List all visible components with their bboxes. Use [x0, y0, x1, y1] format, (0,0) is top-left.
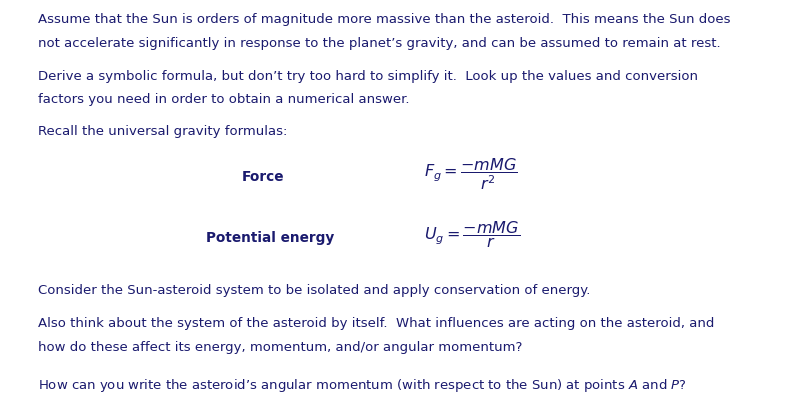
- Text: Recall the universal gravity formulas:: Recall the universal gravity formulas:: [38, 125, 287, 138]
- Text: how do these affect its energy, momentum, and/or angular momentum?: how do these affect its energy, momentum…: [38, 340, 523, 353]
- Text: Consider the Sun-asteroid system to be isolated and apply conservation of energy: Consider the Sun-asteroid system to be i…: [38, 284, 590, 296]
- Text: Also think about the system of the asteroid by itself.  What influences are acti: Also think about the system of the aster…: [38, 317, 714, 330]
- Text: $U_g = \dfrac{-mMG}{r}$: $U_g = \dfrac{-mMG}{r}$: [424, 219, 520, 249]
- Text: Derive a symbolic formula, but don’t try too hard to simplify it.  Look up the v: Derive a symbolic formula, but don’t try…: [38, 70, 698, 83]
- Text: $F_g = \dfrac{-mMG}{r^2}$: $F_g = \dfrac{-mMG}{r^2}$: [424, 156, 517, 191]
- Text: not accelerate significantly in response to the planet’s gravity, and can be ass: not accelerate significantly in response…: [38, 36, 721, 49]
- Text: How can you write the asteroid’s angular momentum (with respect to the Sun) at p: How can you write the asteroid’s angular…: [38, 376, 687, 393]
- Text: factors you need in order to obtain a numerical answer.: factors you need in order to obtain a nu…: [38, 93, 409, 106]
- Text: Potential energy: Potential energy: [206, 230, 334, 244]
- Text: Assume that the Sun is orders of magnitude more massive than the asteroid.  This: Assume that the Sun is orders of magnitu…: [38, 13, 730, 26]
- Text: Force: Force: [242, 169, 284, 183]
